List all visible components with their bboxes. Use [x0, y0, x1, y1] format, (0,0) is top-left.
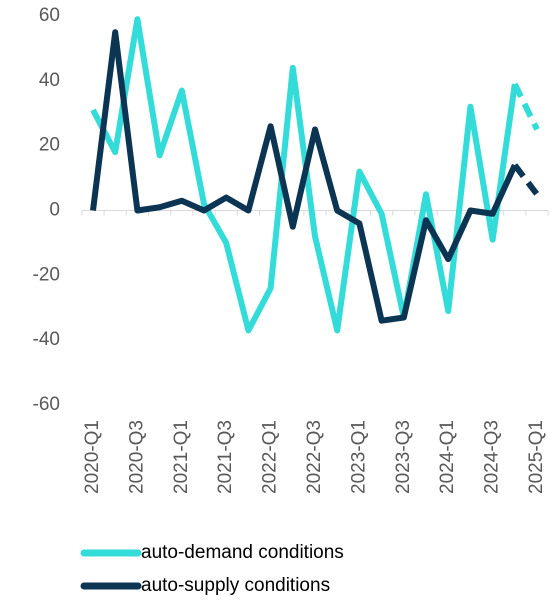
x-tick-label: 2023-Q1	[348, 420, 369, 494]
x-tick-label: 2021-Q1	[171, 420, 192, 494]
x-tick-label: 2020-Q3	[126, 420, 147, 494]
x-tick-label: 2024-Q1	[437, 420, 458, 494]
y-tick-label: -40	[33, 329, 60, 350]
legend-label: auto-demand conditions	[141, 542, 344, 563]
y-tick-label: -20	[33, 264, 60, 285]
x-tick-label: 2022-Q3	[304, 420, 325, 494]
series-line-dashed	[512, 163, 540, 197]
series-line-dashed	[512, 82, 540, 131]
series-line	[90, 16, 518, 334]
x-tick-label: 2023-Q3	[393, 420, 414, 494]
x-tick-label: 2024-Q3	[482, 420, 503, 494]
y-tick-label: -60	[33, 394, 60, 415]
x-tick-label: 2021-Q3	[215, 420, 236, 494]
series-line	[90, 29, 518, 324]
y-tick-label: 60	[39, 5, 60, 26]
y-tick-label: 40	[39, 70, 60, 91]
y-tick-label: 20	[39, 135, 60, 156]
x-tick-label: 2025-Q1	[526, 420, 547, 494]
legend-label: auto-supply conditions	[141, 575, 330, 596]
x-tick-label: 2020-Q1	[82, 420, 103, 494]
y-tick-label: 0	[49, 200, 60, 221]
x-tick-label: 2022-Q1	[260, 420, 281, 494]
